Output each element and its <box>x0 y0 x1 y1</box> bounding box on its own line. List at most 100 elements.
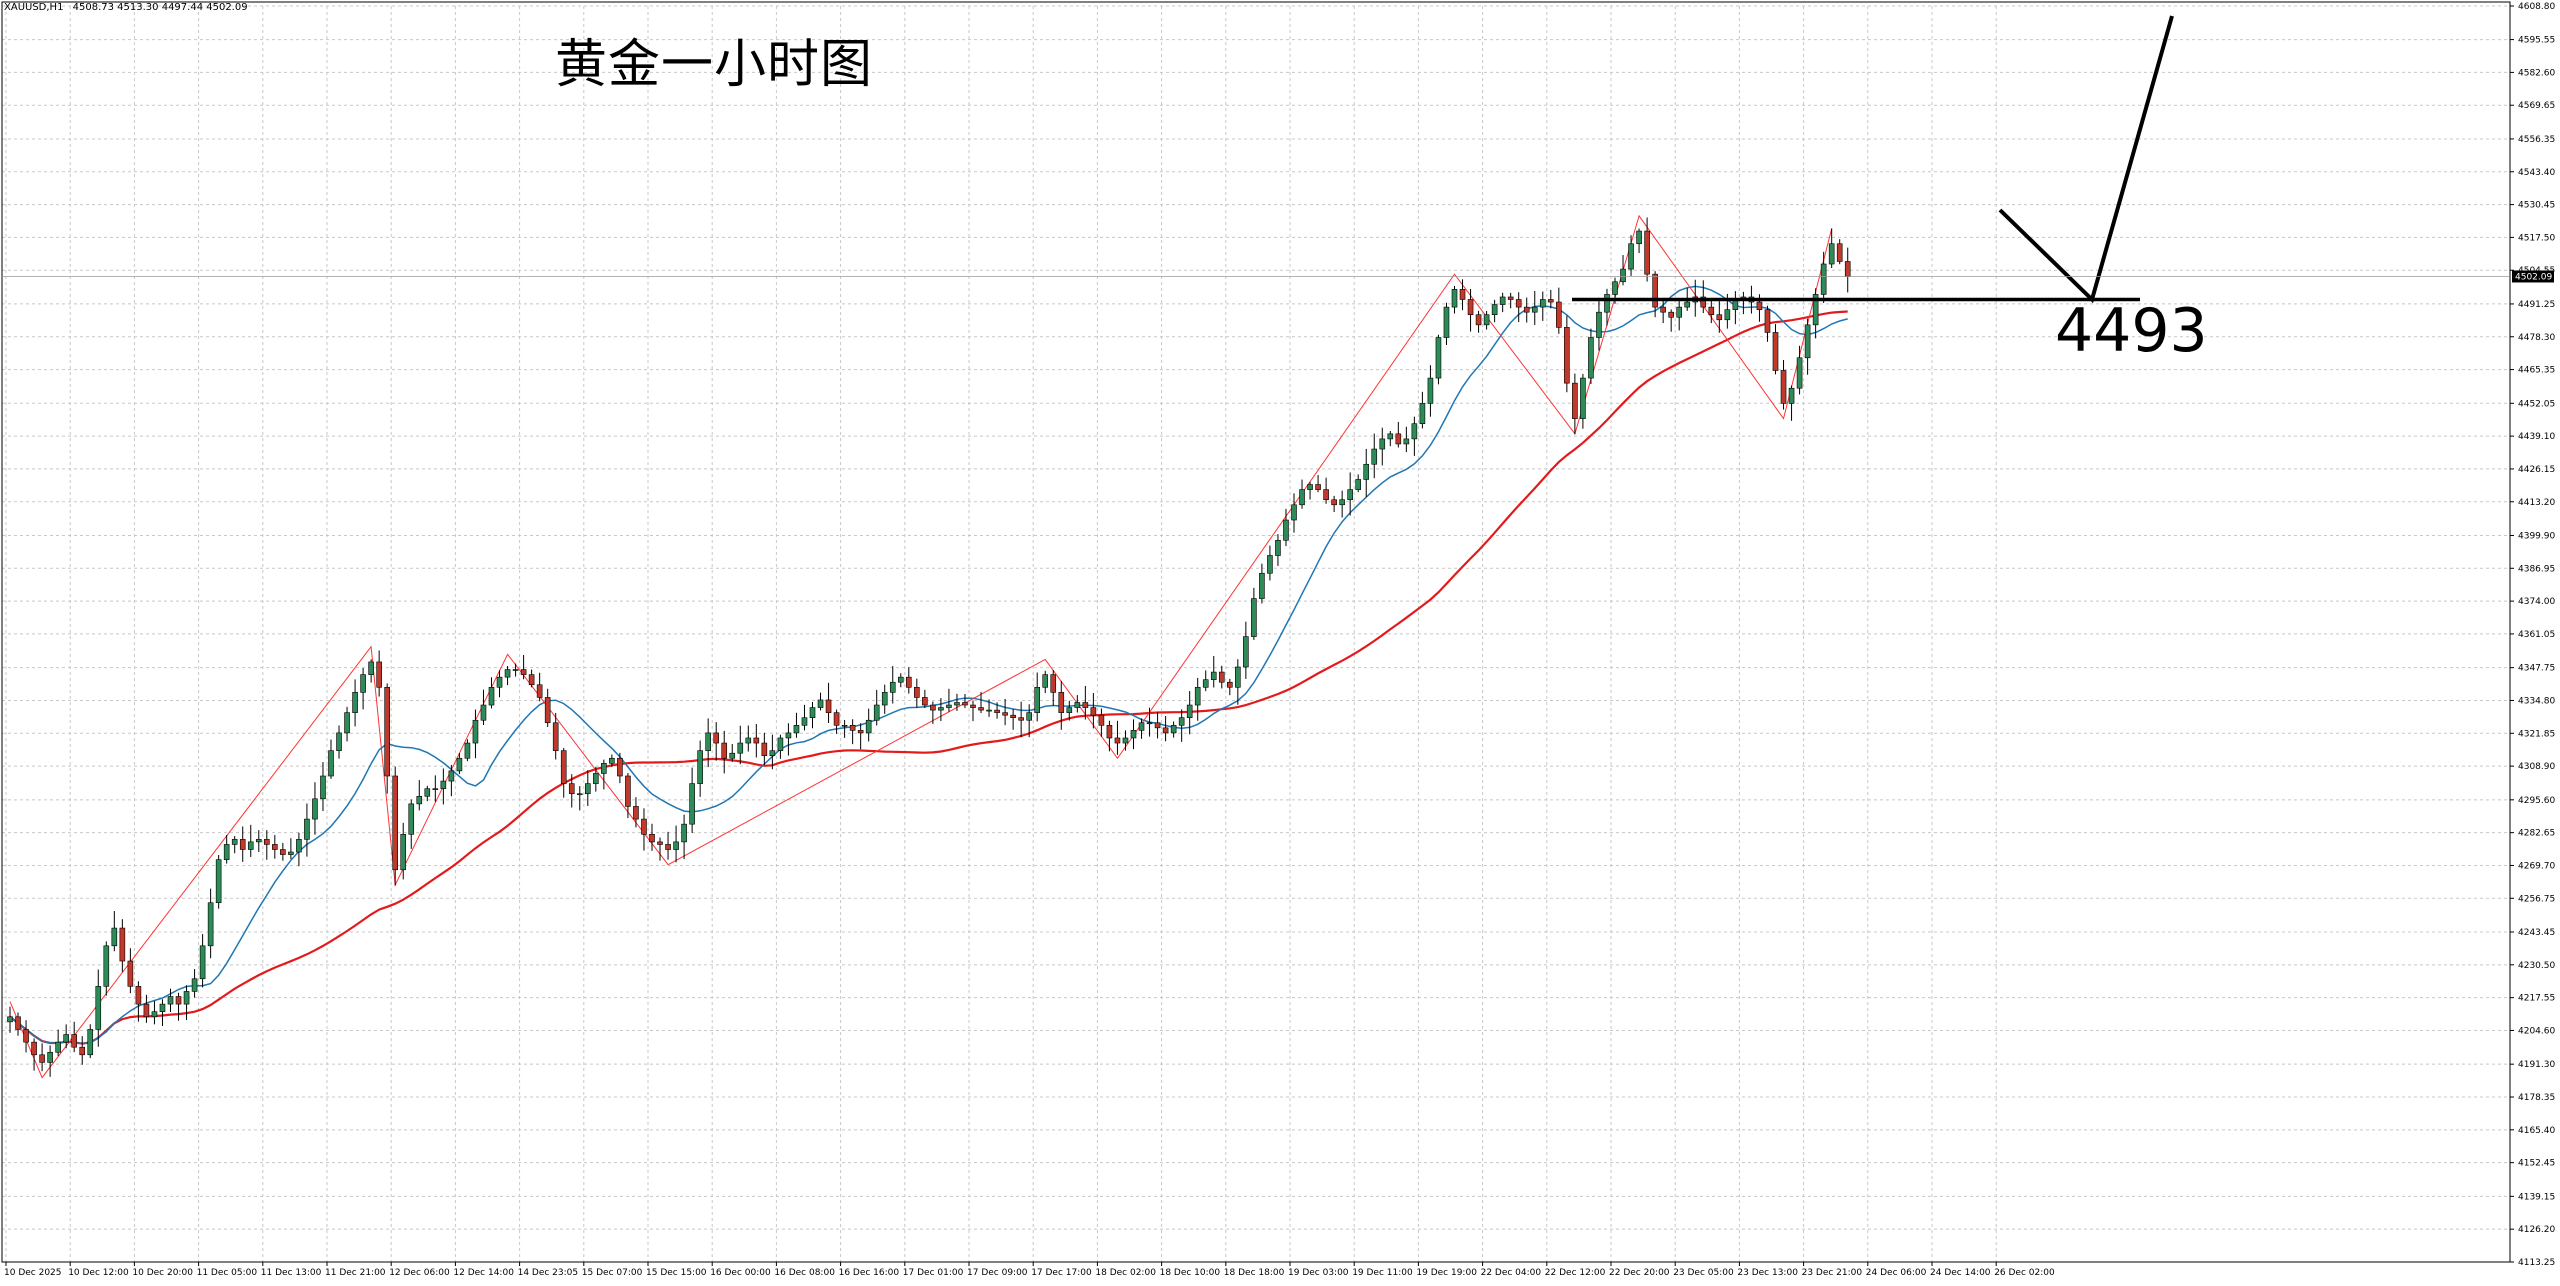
y-tick-label: 4608.80 <box>2518 2 2555 12</box>
candle-body <box>1026 712 1032 721</box>
candle-body <box>175 996 182 1005</box>
candle-body <box>673 841 679 850</box>
candle-body <box>897 676 904 683</box>
moving-average-slow <box>9 310 1848 1045</box>
y-tick-label: 4465.35 <box>2518 366 2555 376</box>
y-tick-label: 4491.25 <box>2518 300 2555 310</box>
x-tick-label: 18 Dec 18:00 <box>1224 1268 1285 1278</box>
candle-body <box>576 793 583 796</box>
candle-body <box>1106 725 1113 739</box>
candle-body <box>215 859 222 904</box>
candle-body <box>745 737 752 744</box>
candle-body <box>994 709 1000 713</box>
candle-body <box>1363 463 1370 480</box>
candle-body <box>336 732 342 751</box>
candle-body <box>1034 686 1040 713</box>
candle-body <box>1098 714 1105 726</box>
x-tick-label: 23 Dec 21:00 <box>1802 1268 1863 1278</box>
candle-body <box>873 704 880 721</box>
candle-body <box>488 686 495 706</box>
symbol-label: XAUUSD,H1 <box>4 2 64 13</box>
x-tick-label: 19 Dec 03:00 <box>1288 1268 1349 1278</box>
zigzag-indicator <box>9 214 1833 1079</box>
candle-body <box>1724 309 1731 321</box>
candle-body <box>1491 304 1498 316</box>
candle-body <box>1315 484 1321 490</box>
candle-body <box>191 978 198 992</box>
price-axis[interactable]: 4608.80 4595.55 4582.60 4569.65 4556.35 4543.… <box>2510 2 2555 1268</box>
candle-body <box>1355 479 1361 490</box>
candle-body <box>159 1003 166 1013</box>
y-tick-label: 4178.35 <box>2518 1093 2555 1103</box>
x-tick-label: 19 Dec 19:00 <box>1416 1268 1477 1278</box>
x-tick-label: 23 Dec 05:00 <box>1673 1268 1734 1278</box>
level-label: 4493 <box>2055 296 2208 366</box>
x-tick-label: 22 Dec 12:00 <box>1545 1268 1606 1278</box>
candle-body <box>1716 314 1723 321</box>
candle-body <box>71 1034 77 1048</box>
y-tick-label: 4139.15 <box>2518 1192 2555 1202</box>
y-tick-label: 4152.45 <box>2518 1159 2555 1169</box>
candle-body <box>1820 263 1827 295</box>
forecast-path-line <box>1998 15 2174 304</box>
candle-body <box>1146 722 1153 725</box>
time-axis[interactable]: 10 Dec 2025 10 Dec 12:00 10 Dec 20:00 11 De… <box>4 1262 2055 1278</box>
candle-body <box>1218 671 1225 683</box>
candle-body <box>609 757 615 764</box>
candle-body <box>1796 357 1803 389</box>
candle-body <box>713 732 720 744</box>
candle-body <box>55 1041 61 1053</box>
candle-body <box>625 775 631 807</box>
candle-body <box>1339 499 1345 506</box>
candle-body <box>841 725 848 727</box>
candle-body <box>825 699 832 713</box>
candle-body <box>729 752 736 759</box>
candle-body <box>504 669 511 678</box>
candle-body <box>464 742 471 759</box>
candle-body <box>1090 707 1097 716</box>
x-tick-label: 17 Dec 09:00 <box>967 1268 1028 1278</box>
candle-body <box>440 780 447 789</box>
y-tick-label: 4582.60 <box>2518 68 2555 78</box>
candle-body <box>1002 712 1008 716</box>
candle-body <box>617 757 623 777</box>
candle-body <box>1170 725 1177 734</box>
y-tick-label: 4165.40 <box>2518 1126 2555 1136</box>
candle-body <box>1186 704 1193 719</box>
x-tick-label: 15 Dec 07:00 <box>582 1268 643 1278</box>
candle-body <box>167 996 174 1005</box>
candle-body <box>1387 433 1394 440</box>
x-tick-label: 11 Dec 05:00 <box>197 1268 258 1278</box>
candle-body <box>1676 306 1682 318</box>
candle-body <box>239 839 246 850</box>
candle-body <box>593 773 599 784</box>
y-tick-label: 4295.60 <box>2518 796 2555 806</box>
x-tick-label: 10 Dec 20:00 <box>132 1268 193 1278</box>
candle-body <box>633 806 639 820</box>
candle-body <box>247 841 254 850</box>
x-tick-label: 26 Dec 02:00 <box>1994 1268 2055 1278</box>
candle-body <box>1210 671 1217 680</box>
candle-body <box>1162 727 1169 734</box>
candle-body <box>1539 299 1546 308</box>
symbol-info: XAUUSD,H1 4508.73 4513.30 4497.44 4502.0… <box>4 2 254 13</box>
x-tick-label: 10 Dec 2025 <box>4 1268 62 1278</box>
candle-body <box>978 707 984 711</box>
candle-body <box>496 676 503 688</box>
y-tick-label: 4361.05 <box>2518 630 2555 640</box>
candle-body <box>1708 306 1715 316</box>
candlesticks <box>7 217 1851 1077</box>
candle-body <box>111 927 118 947</box>
y-tick-label: 4439.10 <box>2518 432 2555 442</box>
y-tick-label: 4556.35 <box>2518 135 2555 145</box>
y-tick-label: 4347.75 <box>2518 664 2555 674</box>
x-tick-label: 16 Dec 16:00 <box>839 1268 900 1278</box>
candle-body <box>1620 268 1626 283</box>
candle-body <box>1780 370 1787 404</box>
candle-body <box>1435 337 1442 379</box>
candle-body <box>199 945 206 980</box>
x-tick-label: 10 Dec 12:00 <box>68 1268 129 1278</box>
y-tick-label: 4230.50 <box>2518 961 2555 971</box>
